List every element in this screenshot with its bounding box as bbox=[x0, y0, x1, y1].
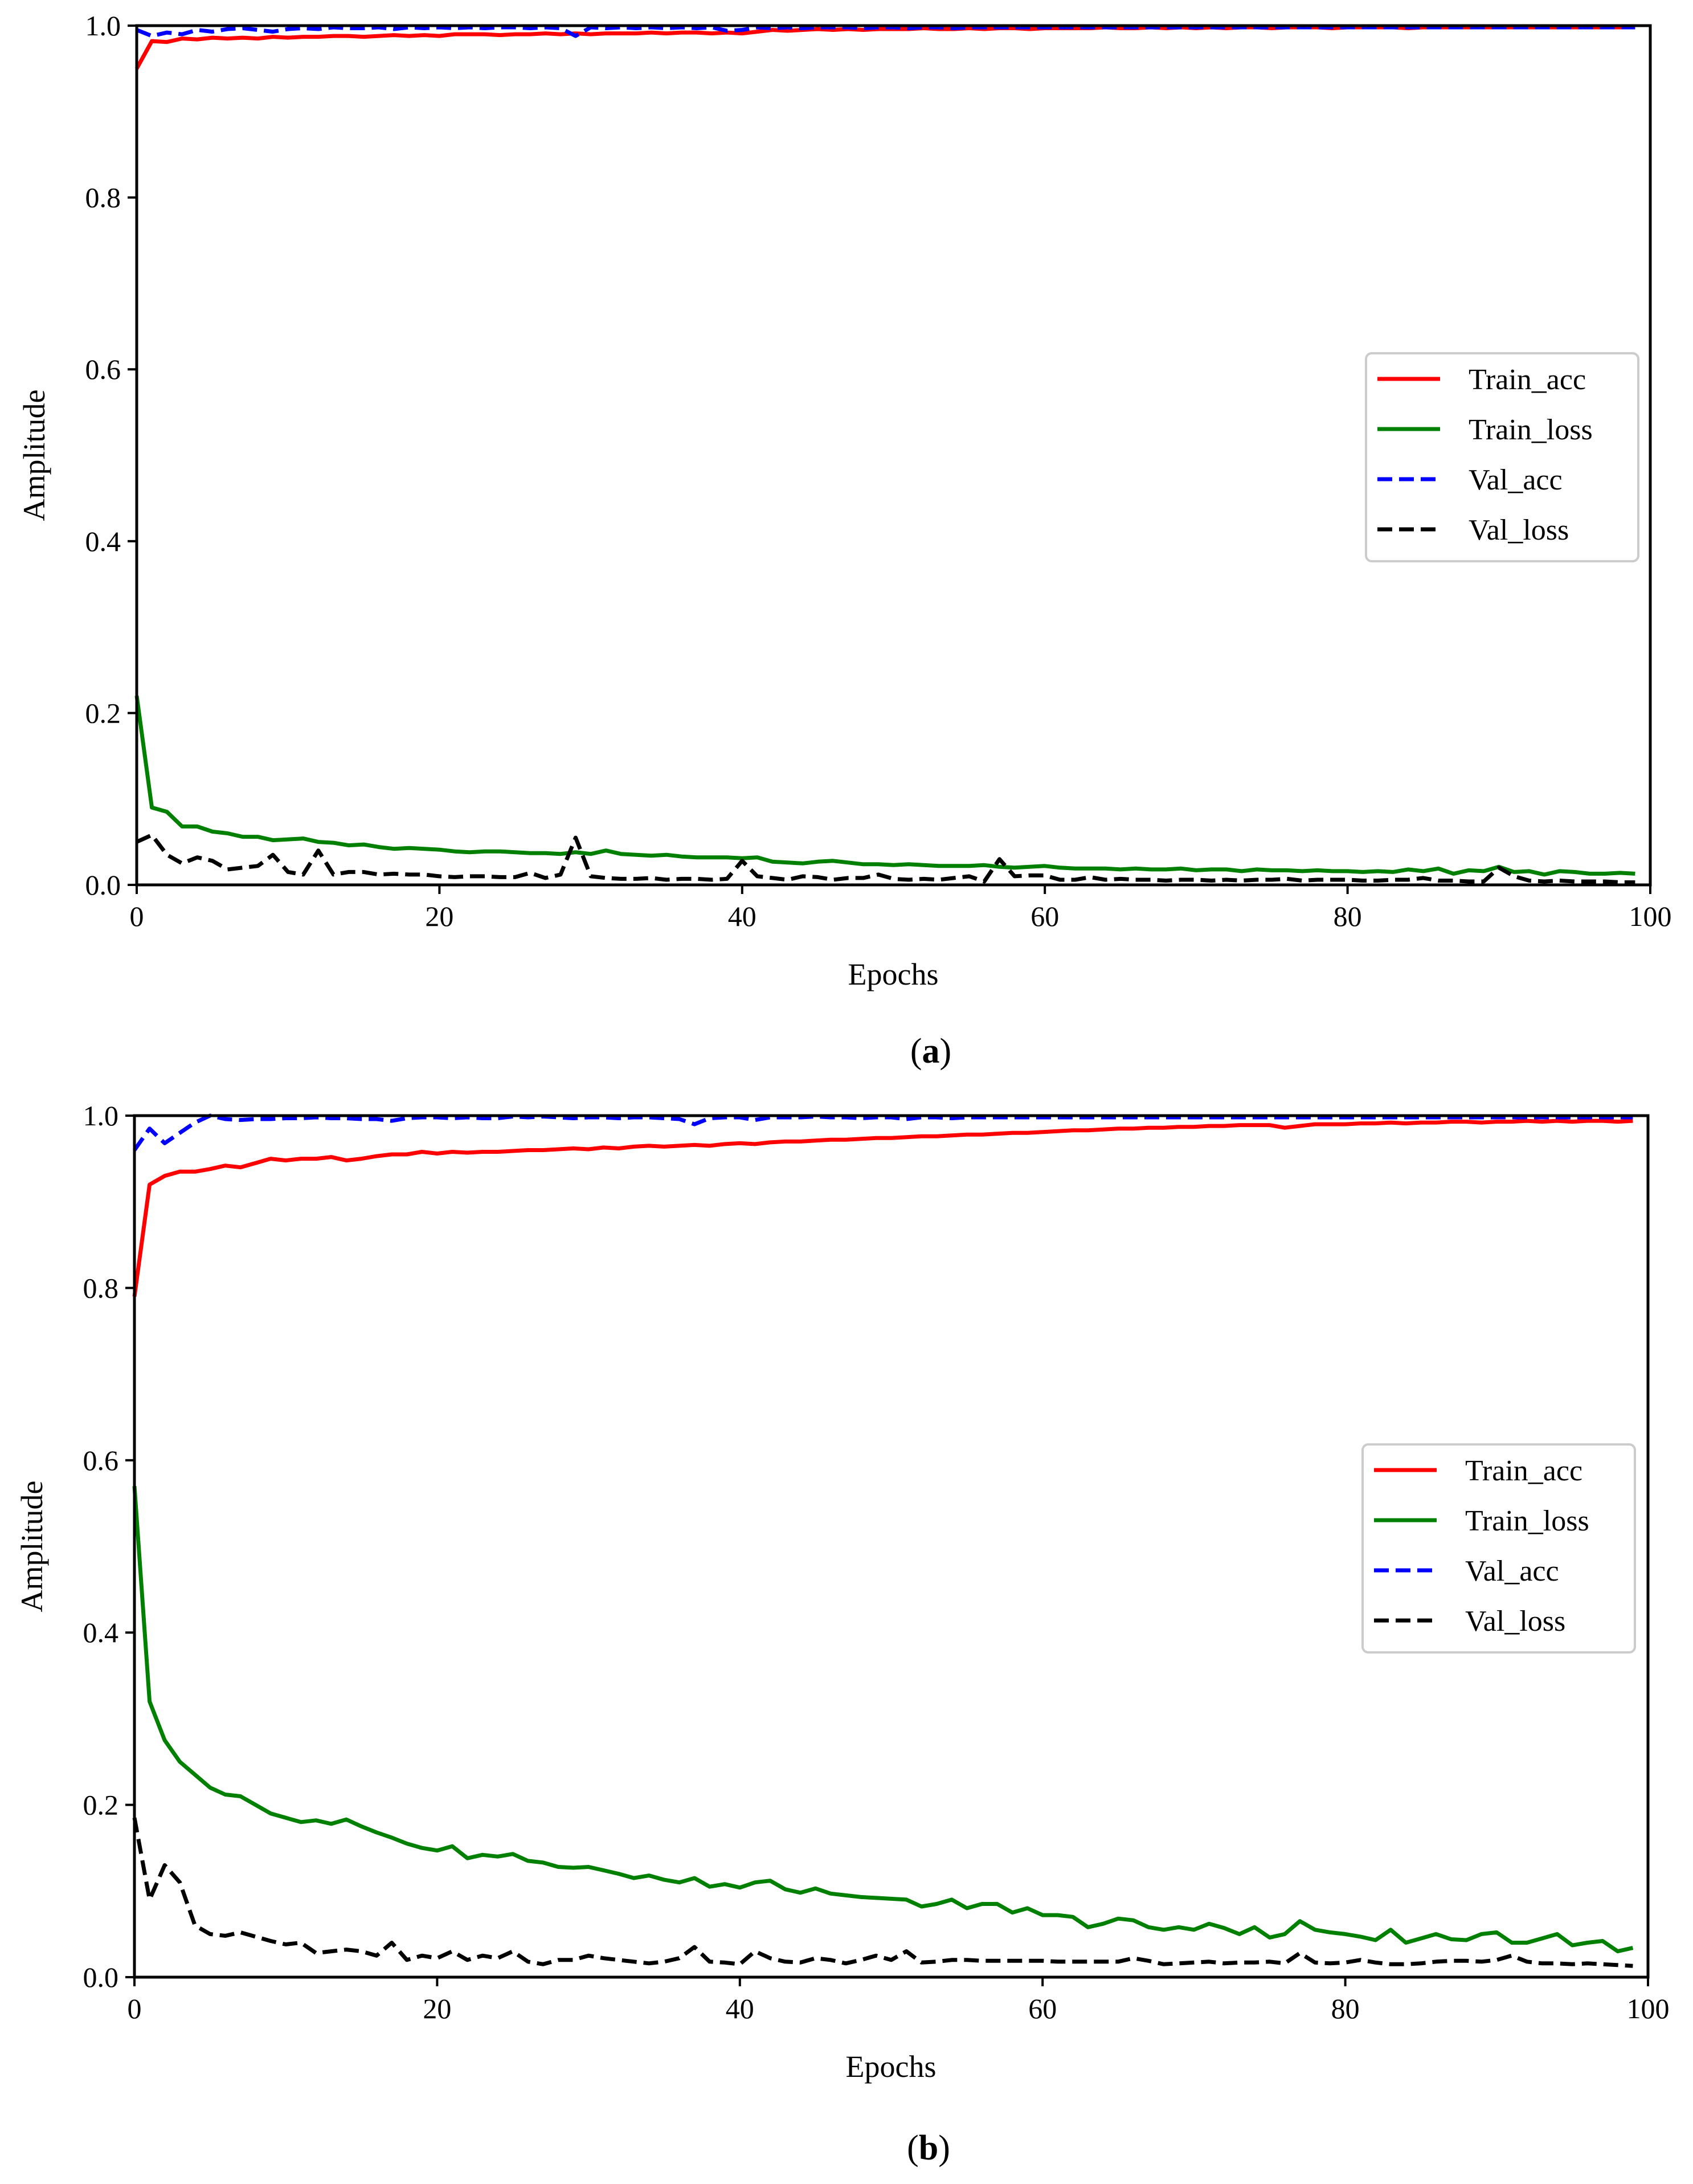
chart-a-ytick-label: 0.6 bbox=[85, 353, 121, 385]
chart-a-ytick-label: 1.0 bbox=[85, 10, 121, 42]
chart-b-ticks: 0 20 40 60 80 100 0.0 0.2 0.4 0.6 0.8 1.0 bbox=[83, 1100, 1670, 2024]
caption-a: (a) bbox=[910, 1032, 951, 1071]
chart-a-ytick-label: 0.2 bbox=[85, 697, 121, 729]
chart-a-ytick-label: 0.8 bbox=[85, 182, 121, 214]
chart-b-ytick-label: 0.6 bbox=[83, 1444, 119, 1476]
chart-a-legend-label: Val_acc bbox=[1469, 464, 1563, 496]
chart-b-legend-label: Val_loss bbox=[1465, 1605, 1565, 1638]
chart-a-frame bbox=[135, 24, 1652, 887]
chart-b-xtick-label: 80 bbox=[1331, 1993, 1360, 2024]
chart-b-frame bbox=[133, 1114, 1650, 1979]
chart-a-marks bbox=[134, 25, 1635, 884]
chart-a-xtick-label: 40 bbox=[728, 900, 756, 932]
chart-a-xtick-label: 100 bbox=[1629, 900, 1672, 932]
chart-b-legend: Train_acc Train_loss Val_acc Val_loss bbox=[1361, 1443, 1636, 1654]
chart-a-xtick-label: 0 bbox=[130, 900, 144, 932]
chart-b-ytick-label: 1.0 bbox=[83, 1100, 119, 1132]
chart-a-ytick-label: 0.4 bbox=[85, 525, 121, 557]
chart-a-legend-label: Train_acc bbox=[1469, 364, 1586, 396]
chart-a-ytick-label: 0.0 bbox=[85, 869, 121, 901]
chart-b-ytick-label: 0.4 bbox=[83, 1616, 119, 1648]
chart-b-xtick-label: 40 bbox=[726, 1993, 754, 2024]
chart-a-xlabel: Epochs bbox=[848, 957, 939, 991]
chart-b-legend-label: Train_loss bbox=[1465, 1505, 1589, 1537]
chart-a-series-val-loss bbox=[136, 833, 1635, 884]
chart-b-xlabel: Epochs bbox=[846, 2050, 937, 2084]
chart-b-series-val-acc bbox=[133, 1113, 1633, 1152]
chart-a-xtick-label: 80 bbox=[1334, 900, 1362, 932]
chart-b-ytick-label: 0.0 bbox=[83, 1961, 119, 1993]
chart-b-series-train-acc bbox=[132, 1118, 1633, 1297]
chart-b-xtick-label: 60 bbox=[1028, 1993, 1057, 2024]
chart-a-ylabel: Amplitude bbox=[17, 390, 51, 521]
chart-b-xtick-label: 0 bbox=[128, 1993, 142, 2024]
caption-b-label: b bbox=[919, 2129, 938, 2167]
chart-b-series-train-loss bbox=[132, 1485, 1634, 1954]
chart-b-xtick-label: 20 bbox=[423, 1993, 451, 2024]
caption-b: (b) bbox=[907, 2129, 950, 2167]
chart-b-marks bbox=[132, 1113, 1634, 1968]
chart-a-series-val-acc bbox=[136, 25, 1635, 38]
chart-a-legend-label: Val_loss bbox=[1469, 514, 1569, 546]
caption-a-label: a bbox=[922, 1032, 940, 1071]
chart-b-legend-label: Val_acc bbox=[1465, 1555, 1559, 1587]
panel-b: 0 20 40 60 80 100 0.0 0.2 0.4 0.6 0.8 1.0 Epochs Am… bbox=[15, 1100, 1670, 2167]
chart-a-legend-box bbox=[1365, 352, 1639, 562]
chart-a-ticks: 0 20 40 60 80 100 0.0 0.2 0.4 0.6 0.8 1.0 bbox=[85, 10, 1672, 932]
chart-b-legend-label: Train_acc bbox=[1465, 1455, 1582, 1487]
chart-b-ylabel: Amplitude bbox=[15, 1481, 49, 1613]
chart-a-legend: Train_acc Train_loss Val_acc Val_loss bbox=[1365, 352, 1639, 562]
chart-b-legend-box bbox=[1361, 1443, 1636, 1654]
chart-a-xtick-label: 20 bbox=[425, 900, 453, 932]
chart-a-xtick-label: 60 bbox=[1030, 900, 1059, 932]
chart-a-legend-label: Train_loss bbox=[1469, 414, 1593, 446]
chart-a-series-train-loss bbox=[134, 695, 1635, 877]
chart-b-ytick-label: 0.8 bbox=[83, 1272, 119, 1304]
chart-b-ytick-label: 0.2 bbox=[83, 1789, 119, 1821]
chart-b-xtick-label: 100 bbox=[1627, 1993, 1670, 2024]
panel-a: 0 20 40 60 80 100 0.0 0.2 0.4 0.6 0.8 1.0 Epochs Am… bbox=[17, 10, 1672, 1071]
